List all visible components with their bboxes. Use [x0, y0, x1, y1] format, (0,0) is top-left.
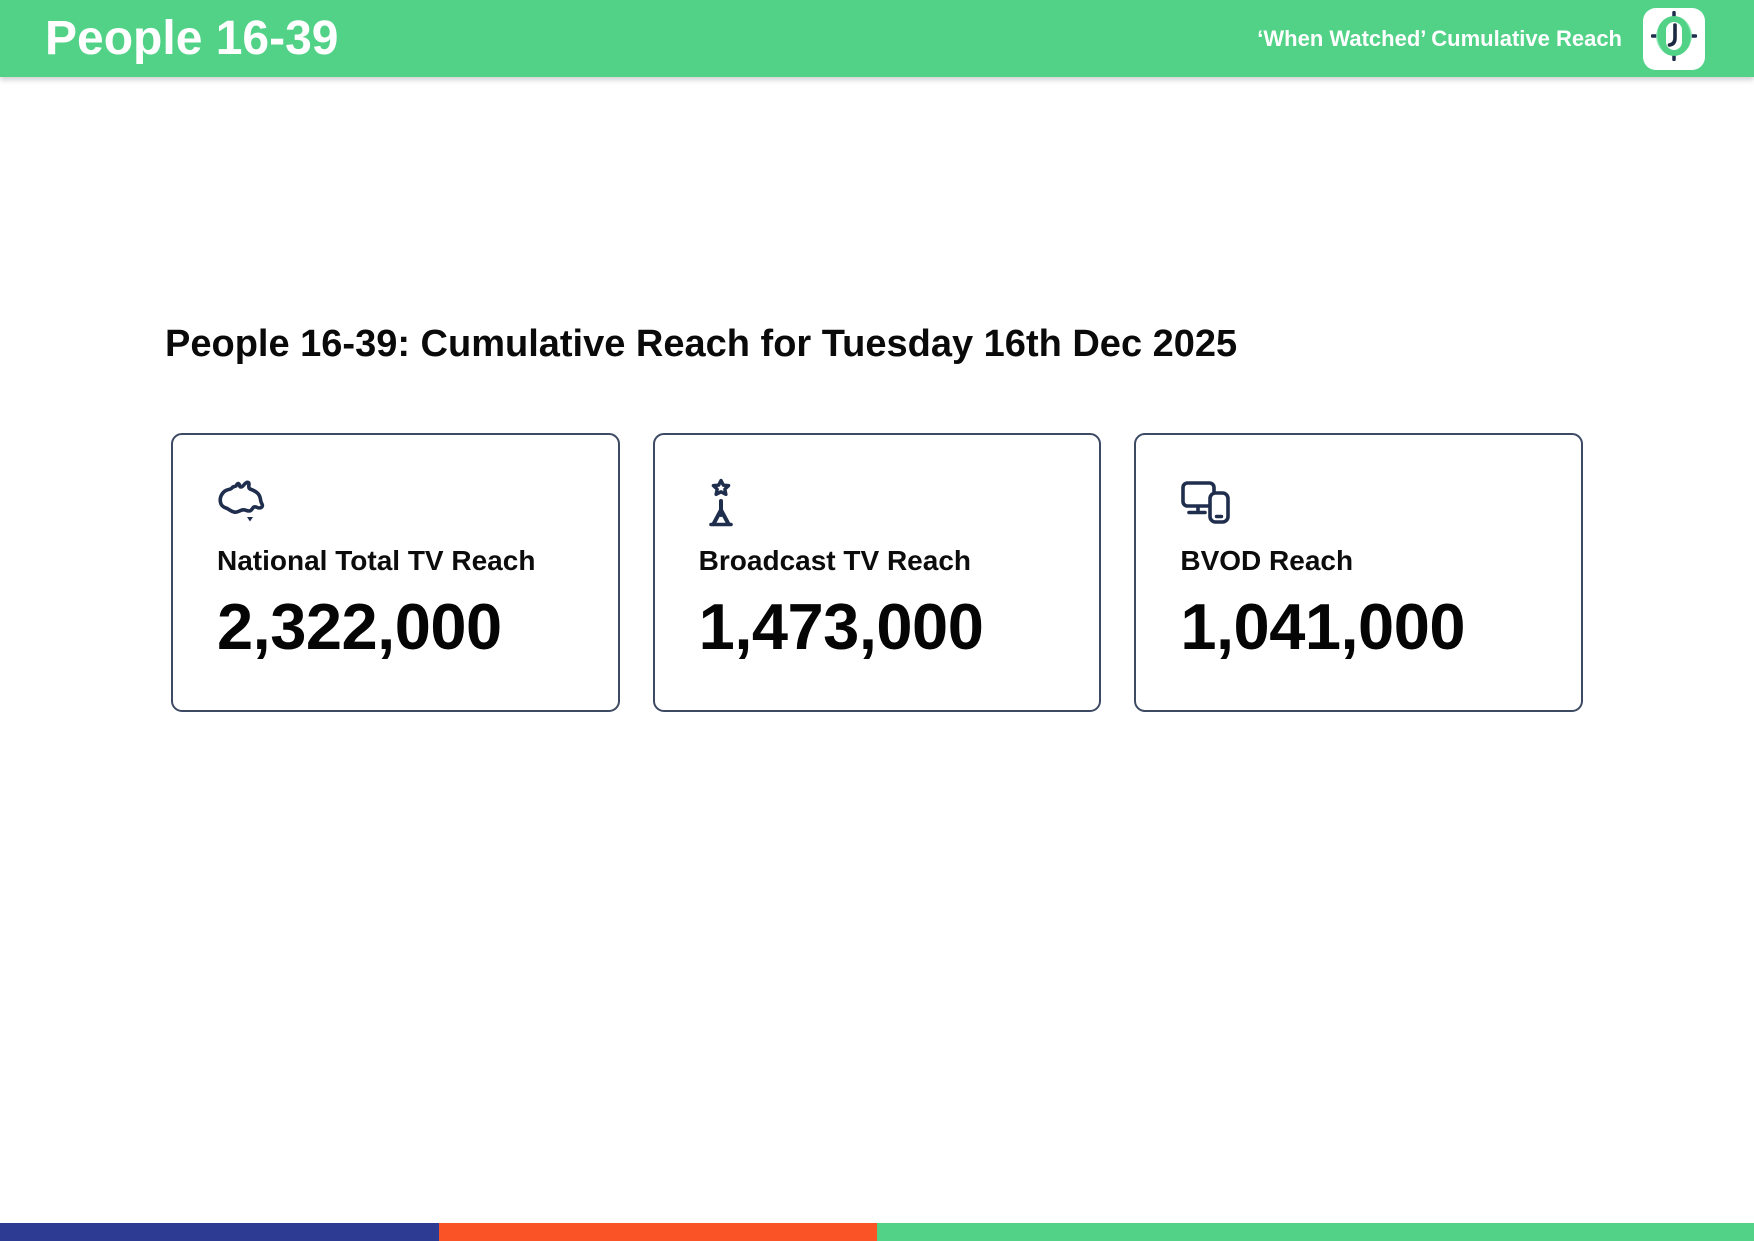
page-title: People 16-39 [45, 12, 339, 65]
kpi-label: National Total TV Reach [217, 545, 536, 576]
kpi-card-bvod: BVOD Reach 1,041,000 [1134, 433, 1584, 712]
kpi-card-row: National Total TV Reach 2,322,000 Broadc… [171, 433, 1584, 712]
kpi-value: 1,473,000 [698, 590, 984, 663]
clock-icon [1650, 10, 1698, 66]
kpi-value: 1,041,000 [1180, 590, 1466, 663]
australia-map-icon [217, 478, 588, 530]
kpi-label: Broadcast TV Reach [698, 545, 971, 576]
app-header: People 16-39 ‘When Watched’ Cumulative R… [0, 0, 1754, 77]
brand-color-strip [0, 1223, 1754, 1241]
kpi-card-broadcast-tv: Broadcast TV Reach 1,473,000 [652, 433, 1102, 712]
header-tagline: ‘When Watched’ Cumulative Reach [1257, 25, 1622, 51]
devices-icon [1180, 478, 1551, 530]
strip-segment-green [877, 1223, 1754, 1241]
broadcast-tower-icon [699, 478, 1070, 530]
kpi-value: 2,322,000 [217, 590, 502, 663]
report-heading: People 16-39: Cumulative Reach for Tuesd… [165, 323, 1238, 365]
strip-segment-navy [0, 1223, 439, 1241]
kpi-label: BVOD Reach [1180, 545, 1354, 576]
strip-segment-orange [438, 1223, 877, 1241]
kpi-card-national-total-tv: National Total TV Reach 2,322,000 [171, 433, 620, 712]
app-logo [1643, 7, 1705, 70]
